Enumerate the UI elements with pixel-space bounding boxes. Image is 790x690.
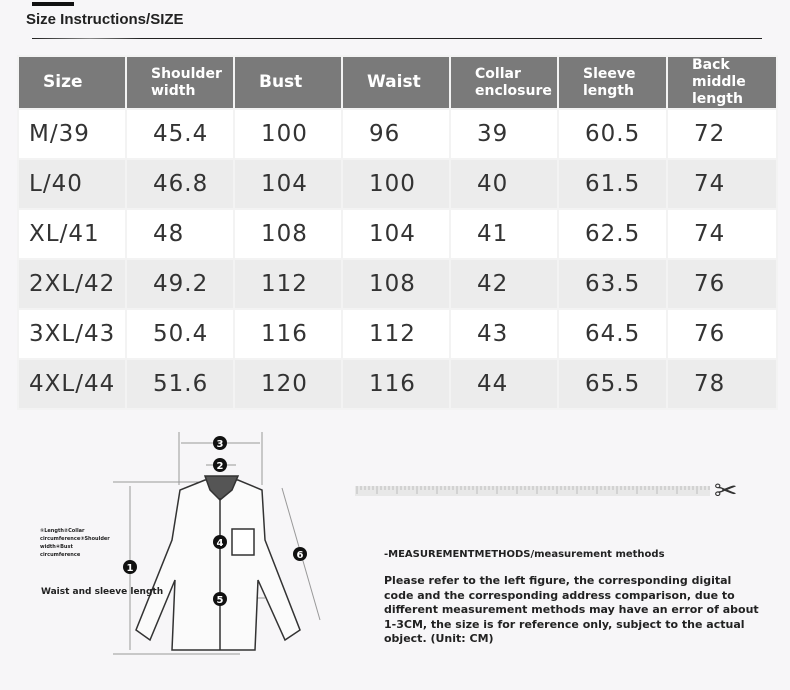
waist-sleeve-label: Waist and sleeve length	[41, 587, 164, 597]
marker-2: 2	[217, 461, 224, 472]
table-cell: 40	[449, 158, 559, 210]
tape-measure-icon	[355, 486, 710, 496]
column-header: Size	[17, 55, 127, 110]
table-cell: 48	[125, 208, 235, 260]
table-cell: 42	[449, 258, 559, 310]
table-cell: 120	[233, 358, 343, 410]
table-cell: 3XL/43	[17, 308, 127, 360]
column-header: Shoulder width	[125, 55, 235, 110]
column-header: Back middle length	[666, 55, 778, 110]
table-cell: 112	[341, 308, 451, 360]
table-cell: 45.4	[125, 108, 235, 160]
table-cell: 51.6	[125, 358, 235, 410]
table-cell: 60.5	[557, 108, 668, 160]
table-cell: 50.4	[125, 308, 235, 360]
table-cell: 100	[341, 158, 451, 210]
table-cell: 63.5	[557, 258, 668, 310]
title-accent-bar	[32, 2, 74, 6]
table-cell: 74	[666, 208, 778, 260]
table-cell: 76	[666, 308, 778, 360]
table-cell: 100	[233, 108, 343, 160]
table-cell: 116	[233, 308, 343, 360]
size-table: Size Shoulder width Bust Waist Collar en…	[17, 55, 778, 410]
table-cell: L/40	[17, 158, 127, 210]
table-cell: 108	[341, 258, 451, 310]
table-cell: 76	[666, 258, 778, 310]
title-divider	[32, 38, 762, 39]
column-header: Collar enclosure	[449, 55, 559, 110]
table-cell: 44	[449, 358, 559, 410]
table-cell: XL/41	[17, 208, 127, 260]
table-row: M/39 45.4 100 96 39 60.5 72	[17, 108, 778, 160]
table-row: 3XL/43 50.4 116 112 43 64.5 76	[17, 308, 778, 360]
table-cell: 72	[666, 108, 778, 160]
table-cell: 112	[233, 258, 343, 310]
table-cell: 61.5	[557, 158, 668, 210]
shirt-diagram: 3 2 1 4 5 6	[113, 432, 321, 655]
page-title: Size Instructions/SIZE	[26, 11, 184, 28]
table-cell: 46.8	[125, 158, 235, 210]
table-cell: 49.2	[125, 258, 235, 310]
table-cell: 104	[341, 208, 451, 260]
column-header: Bust	[233, 55, 343, 110]
table-cell: 96	[341, 108, 451, 160]
table-cell: 108	[233, 208, 343, 260]
table-cell: 41	[449, 208, 559, 260]
column-header: Waist	[341, 55, 451, 110]
table-cell: 2XL/42	[17, 258, 127, 310]
table-cell: 43	[449, 308, 559, 360]
table-row: L/40 46.8 104 100 40 61.5 74	[17, 158, 778, 210]
table-cell: 4XL/44	[17, 358, 127, 410]
table-row: 4XL/44 51.6 120 116 44 65.5 78	[17, 358, 778, 410]
measurement-text: Please refer to the left figure, the cor…	[384, 574, 759, 645]
marker-6: 6	[297, 550, 304, 561]
scissors-icon: ✂	[714, 474, 738, 507]
diagram-legend: ①Length②Collar circumference③Shoulder wi…	[40, 528, 110, 558]
table-cell: 78	[666, 358, 778, 410]
table-cell: 62.5	[557, 208, 668, 260]
measurement-title: -MEASUREMENTMETHODS/measurement methods	[384, 549, 665, 560]
table-cell: 116	[341, 358, 451, 410]
table-cell: 65.5	[557, 358, 668, 410]
table-row: XL/41 48 108 104 41 62.5 74	[17, 208, 778, 260]
column-header: Sleeve length	[557, 55, 668, 110]
marker-1: 1	[127, 563, 134, 574]
table-cell: 64.5	[557, 308, 668, 360]
marker-4: 4	[217, 538, 224, 549]
table-row: 2XL/42 49.2 112 108 42 63.5 76	[17, 258, 778, 310]
table-cell: 74	[666, 158, 778, 210]
table-cell: 39	[449, 108, 559, 160]
marker-5: 5	[217, 595, 224, 606]
table-cell: M/39	[17, 108, 127, 160]
table-header-row: Size Shoulder width Bust Waist Collar en…	[17, 55, 778, 110]
marker-3: 3	[217, 439, 224, 450]
table-cell: 104	[233, 158, 343, 210]
